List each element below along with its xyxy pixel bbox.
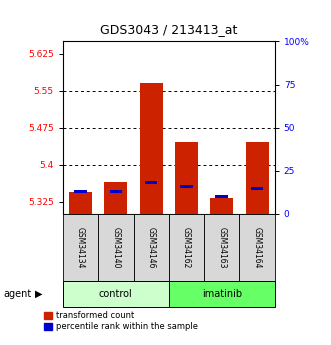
Bar	[210, 198, 233, 214]
Text: ▶: ▶	[35, 289, 42, 299]
FancyBboxPatch shape	[169, 281, 275, 307]
Legend: transformed count, percentile rank within the sample: transformed count, percentile rank withi…	[44, 311, 198, 331]
FancyBboxPatch shape	[239, 214, 275, 281]
FancyBboxPatch shape	[204, 214, 239, 281]
FancyBboxPatch shape	[63, 281, 169, 307]
Text: GSM34163: GSM34163	[217, 227, 226, 268]
Bar	[175, 142, 198, 214]
Text: GDS3043 / 213413_at: GDS3043 / 213413_at	[100, 23, 238, 36]
Bar	[180, 185, 193, 188]
Bar	[145, 181, 158, 184]
Bar	[69, 192, 92, 214]
Text: imatinib: imatinib	[202, 289, 242, 299]
Text: GSM34146: GSM34146	[147, 227, 156, 268]
Bar	[104, 182, 127, 214]
FancyBboxPatch shape	[133, 214, 169, 281]
Bar	[140, 83, 163, 214]
Text: GSM34134: GSM34134	[76, 227, 85, 268]
Text: GSM34162: GSM34162	[182, 227, 191, 268]
Text: control: control	[99, 289, 133, 299]
FancyBboxPatch shape	[98, 214, 133, 281]
Bar	[110, 190, 122, 193]
Bar	[246, 142, 268, 214]
Bar	[74, 190, 87, 193]
FancyBboxPatch shape	[169, 214, 204, 281]
Text: GSM34140: GSM34140	[111, 227, 120, 268]
Bar	[215, 195, 228, 198]
Bar	[251, 187, 263, 189]
FancyBboxPatch shape	[63, 214, 98, 281]
Text: GSM34164: GSM34164	[253, 227, 261, 268]
Text: agent: agent	[3, 289, 31, 299]
